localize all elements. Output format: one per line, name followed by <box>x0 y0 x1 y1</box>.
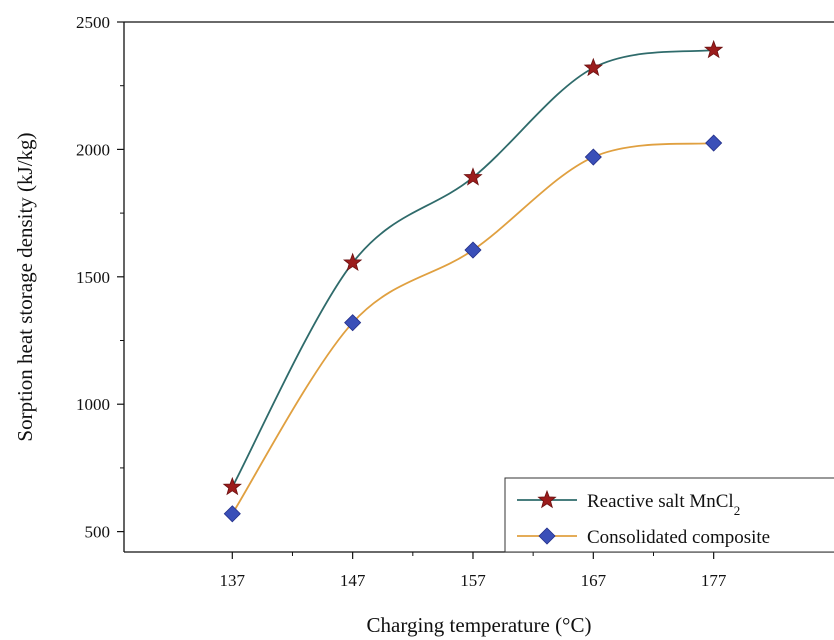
y-tick-label: 2500 <box>76 13 110 32</box>
data-point <box>463 167 483 186</box>
series-1 <box>222 39 724 496</box>
series-layer <box>222 39 724 523</box>
legend-label: Consolidated composite <box>587 527 770 548</box>
x-axis-title: Charging temperature (°C) <box>367 613 592 637</box>
series-line <box>231 142 714 515</box>
data-point <box>705 134 723 152</box>
data-point <box>704 39 724 59</box>
y-axis-title: Sorption heat storage density (kJ/kg) <box>13 132 37 441</box>
data-point <box>583 57 603 77</box>
x-tick-label: 147 <box>340 571 366 590</box>
legend-marker <box>538 527 556 545</box>
data-point <box>464 241 482 259</box>
y-tick-label: 1500 <box>76 268 110 287</box>
legend-box <box>504 477 834 553</box>
series-2 <box>223 134 723 523</box>
data-point <box>222 476 242 496</box>
x-tick-label: 137 <box>220 571 246 590</box>
x-tick-label: 177 <box>701 571 727 590</box>
series-line <box>231 49 714 488</box>
x-tick-label: 167 <box>581 571 607 590</box>
y-tick-label: 2000 <box>76 140 110 159</box>
x-tick-label: 157 <box>460 571 486 590</box>
data-point <box>584 148 602 166</box>
y-tick-label: 1000 <box>76 395 110 414</box>
data-point <box>344 314 362 332</box>
axes: 500 1000 1500 2000 2500 137 147 157 167 177 <box>76 13 834 590</box>
data-point <box>342 252 363 271</box>
data-point <box>223 505 241 523</box>
legend-label-subscript: 2 <box>734 503 741 518</box>
legend-marker <box>537 489 557 509</box>
y-tick-label: 500 <box>85 523 111 542</box>
